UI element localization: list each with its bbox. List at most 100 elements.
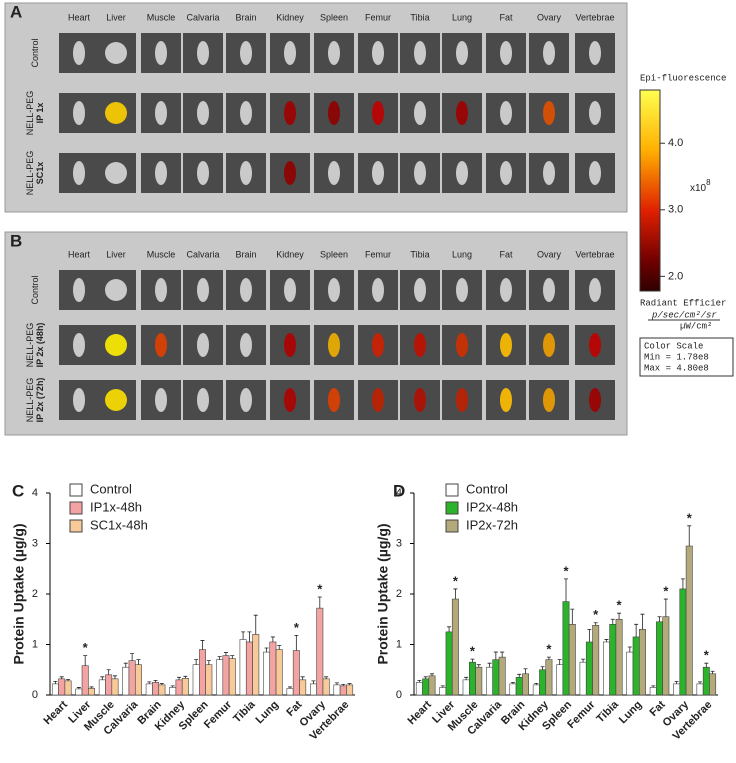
bar — [492, 659, 500, 696]
bar — [152, 682, 160, 696]
error-bar — [170, 685, 175, 688]
legend-label: Control — [90, 481, 132, 496]
error-bar — [680, 578, 685, 589]
bar — [509, 683, 517, 696]
organ — [500, 333, 512, 357]
error-bar — [417, 679, 422, 683]
bar — [205, 664, 213, 696]
organ — [543, 388, 555, 412]
column-header: Spleen — [320, 249, 348, 259]
error-bar — [130, 653, 135, 661]
colorbar-title: Epi-fluorescence — [640, 73, 726, 83]
significance-star: * — [687, 510, 693, 525]
error-bar — [112, 675, 117, 679]
error-bar — [430, 673, 435, 676]
error-bar — [697, 681, 702, 684]
bar — [562, 601, 570, 696]
error-bar — [277, 645, 282, 650]
organ — [500, 388, 512, 412]
y-tick-label: 2 — [32, 588, 38, 600]
significance-star: * — [470, 644, 476, 659]
y-tick-label: 4 — [396, 487, 402, 499]
bar — [709, 673, 717, 696]
bar — [679, 588, 687, 696]
organ — [105, 279, 127, 301]
column-header: Brain — [235, 249, 256, 259]
column-header: Muscle — [147, 12, 176, 22]
row-label-line: NELL-PEG — [25, 151, 35, 196]
color-scale-min: Min = 1.78e8 — [644, 352, 709, 362]
error-bar — [147, 681, 152, 684]
error-bar — [223, 652, 228, 656]
organ — [414, 41, 426, 65]
organ — [543, 41, 555, 65]
row-label-line: IP 1x — [35, 103, 45, 124]
organ — [372, 333, 384, 357]
organ — [240, 333, 252, 357]
organ — [197, 333, 209, 357]
bar — [134, 664, 142, 696]
significance-star: * — [453, 573, 459, 588]
error-bar — [710, 670, 715, 674]
organ — [105, 389, 127, 411]
organ — [105, 162, 127, 184]
x-tick-label: Tibia — [231, 698, 258, 725]
column-header: Tibia — [410, 12, 429, 22]
organ — [240, 161, 252, 185]
significance-star: * — [617, 598, 623, 613]
error-bar — [270, 636, 275, 642]
bar — [64, 680, 72, 696]
column-header: Femur — [365, 12, 391, 22]
x-tick-label: Tibia — [594, 698, 621, 725]
bar — [632, 636, 640, 696]
bar — [556, 664, 564, 696]
bar — [81, 665, 89, 696]
organ — [414, 101, 426, 125]
unit-title: Radiant Efficier — [640, 298, 726, 308]
bar — [451, 598, 459, 696]
error-bar — [604, 639, 609, 642]
column-header: Fat — [499, 12, 513, 22]
color-scale-title: Color Scale — [644, 341, 703, 351]
organ — [500, 161, 512, 185]
bar — [662, 616, 670, 696]
error-bar — [423, 676, 428, 679]
bar — [602, 641, 610, 696]
error-bar — [288, 686, 293, 689]
bar — [169, 687, 177, 696]
error-bar — [100, 676, 105, 680]
organ — [73, 388, 85, 412]
bar — [609, 623, 617, 696]
error-bar — [53, 680, 58, 684]
organ — [240, 41, 252, 65]
error-bar — [493, 651, 498, 660]
error-bar — [534, 682, 539, 685]
bar — [685, 545, 693, 696]
y-tick-label: 3 — [32, 537, 38, 549]
organ — [197, 101, 209, 125]
legend-swatch — [445, 501, 459, 515]
bar — [286, 688, 294, 696]
error-bar — [106, 669, 111, 675]
bar — [88, 688, 95, 696]
error-bar — [557, 659, 562, 665]
organ — [589, 41, 601, 65]
error-bar — [627, 646, 632, 653]
organ — [284, 388, 296, 412]
organ — [155, 278, 167, 302]
colorbar-tick-label: 4.0 — [668, 137, 683, 149]
bar — [105, 674, 113, 696]
row-label: Control — [30, 275, 40, 304]
y-axis-title: Protein Uptake (µg/g) — [375, 523, 391, 664]
column-header: Calvaria — [186, 249, 219, 259]
error-bar — [334, 682, 339, 685]
bar — [545, 659, 553, 696]
organ — [414, 388, 426, 412]
panel-label: A — [10, 2, 22, 21]
organ — [328, 41, 340, 65]
organ — [456, 161, 468, 185]
error-bar — [540, 666, 545, 670]
bar — [469, 661, 476, 696]
error-bar — [523, 668, 528, 674]
